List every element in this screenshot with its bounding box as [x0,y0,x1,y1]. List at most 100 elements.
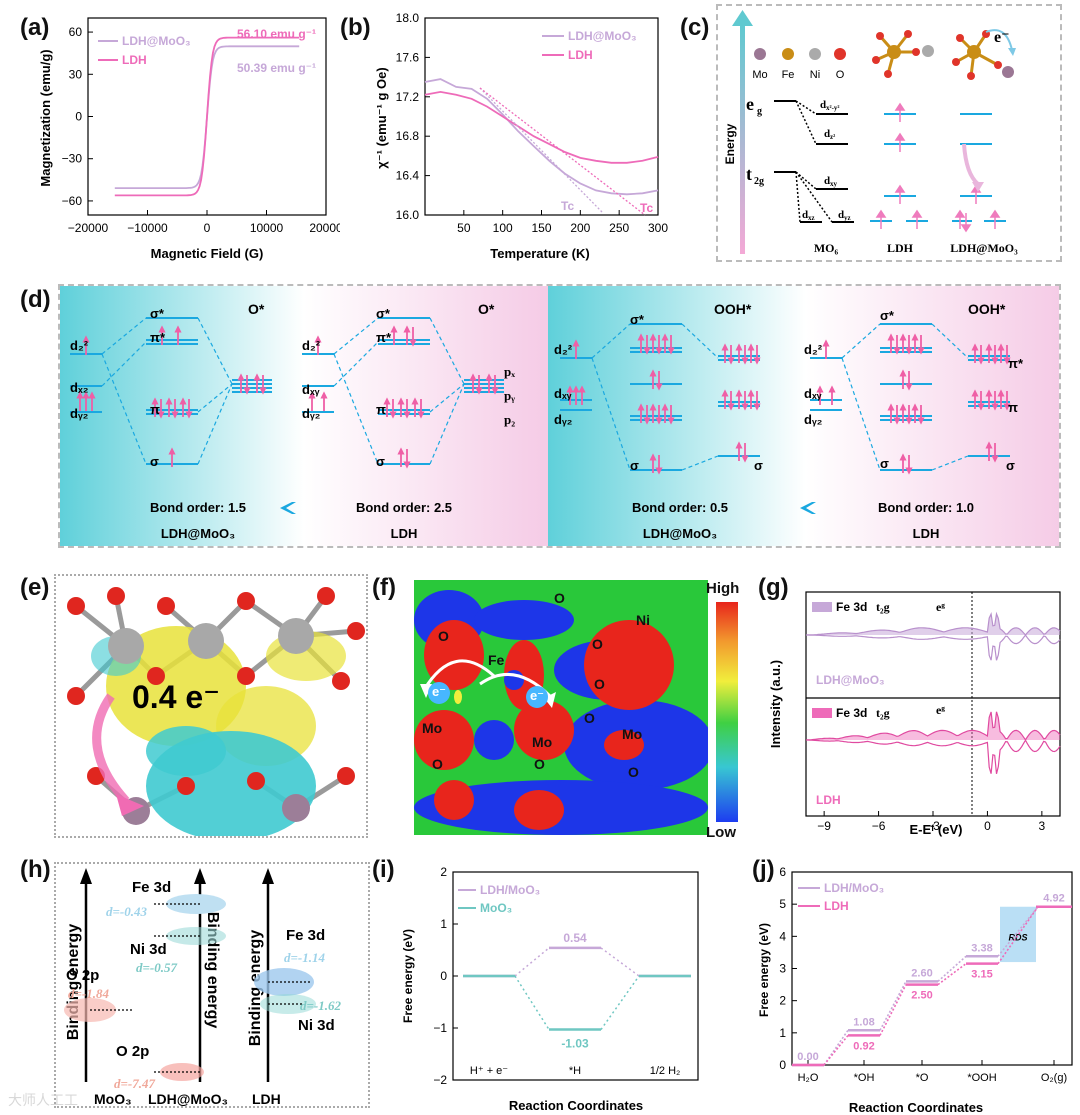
panel-f-contour [414,590,708,835]
panel-d-title-3: OOH* [714,301,752,317]
chart-b-xtick-5: 300 [648,221,668,235]
chart-j-cat-1: *OH [854,1072,875,1084]
chart-g-xlabel: E-Eᶠ (eV) [910,822,963,837]
d2-dyz: dᵧ₂ [302,406,321,421]
d2-py: pᵧ [504,388,515,403]
panel-h-d5: d=-1.14 [284,950,325,965]
chevron-left-icon-2 [800,502,816,514]
panel-c-col-ldh-moo3: LDH@MoO₃ [950,241,1018,255]
chart-i-ytick-4: 2 [440,865,447,879]
chart-j-connector [997,906,1039,965]
panel-label-f: (f) [372,574,396,601]
d2-dxy: dₓᵧ [302,382,320,397]
chart-g-xtick-4: 3 [1039,819,1046,833]
chart-b-fit-ldh-moo3 [479,87,603,213]
d2-pi-star: π* [376,330,392,345]
d1-sigma: σ [150,454,159,469]
f-contour-region [514,700,574,760]
d-connector [101,341,147,387]
d1-dyz: dᵧ₂ [70,406,89,421]
chart-b-frame [424,17,659,216]
panel-h-diagram: Binding energy Binding energy Binding en… [64,868,341,1107]
panel-f-map: e⁻ e⁻ O O Ni O Fe O Mo O Mo Mo O O O [414,580,708,835]
f-contour-region [434,780,474,820]
chart-a: −20000 −10000 0 10000 20000 −60 −30 0 30 60 Magne… [38,17,340,261]
f-atom-o4: O [592,636,603,652]
chart-g-legend-top: Fe 3d [836,600,867,614]
chart-i-connector [514,947,550,977]
panel-c-dz2-sub: z² [830,133,835,141]
chart-j-ytick-5: 5 [779,897,786,911]
d-connector [429,383,465,413]
chart-i-connector [600,947,640,977]
panel-d-diagram: O* O* OOH* OOH* Bond order: 1.5 Bond ord… [70,301,1024,541]
chart-a-xlabel: Magnetic Field (G) [151,246,264,261]
d1-pi: π [150,402,160,417]
f-contour-region [474,720,514,760]
chart-b-ytick-0: 16.0 [396,208,420,222]
panel-label-a: (a) [20,14,50,41]
chart-i-xlabel: Reaction Coordinates [509,1098,643,1113]
chart-g-eg-bot: eᵍ [936,703,945,717]
chart-j-connector [997,906,1039,957]
panel-h-o2p-1: O 2p [66,967,99,984]
panel-d-title-4: OOH* [968,301,1006,317]
panel-label-c: (c) [680,14,710,41]
f-atom-ni: Ni [636,612,650,628]
panel-f-electron-1: e⁻ [428,682,450,704]
panel-d-bo-2: Bond order: 2.5 [356,500,452,515]
chart-a-ytick-1: −30 [62,152,83,166]
panel-d-title-1: O* [248,301,265,317]
chart-a-series-ldh [114,36,300,197]
f-atom-mo3: Mo [622,726,643,742]
panel-label-g: (g) [758,574,789,601]
panel-d-bo-4: Bond order: 1.0 [878,500,974,515]
chart-g-xtick-1: −6 [872,819,886,833]
panel-h-x1: MoO₃ [94,1091,132,1107]
f-atom-o6: O [432,756,443,772]
d-connector [197,317,233,385]
chart-i-ytick-1: −1 [433,1021,447,1035]
panel-c-frame [716,4,1062,262]
d3-dxy: dₓᵧ [554,386,572,401]
d2-pi: π [376,402,386,417]
panel-c-dx2y2-sub: x²-y² [826,104,840,112]
d-connector [197,383,233,413]
panel-c-dxz: d [802,209,808,221]
panel-f-high: High [706,580,740,597]
chart-j-connector [823,1029,849,1066]
chart-j-xlabel: Reaction Coordinates [849,1100,983,1115]
f-atom-mo2: Mo [532,734,553,750]
d4-sigma-r: σ [1006,458,1015,473]
panel-e-charge: 0.4 e⁻ [132,679,220,715]
d2-dz2: d₂² [302,338,321,353]
chart-b-fit-ldh [479,87,646,216]
chart-a-xtick-0: −20000 [68,221,109,235]
panel-c-col-mo6: MO₆ [814,241,839,255]
f-atom-fe: Fe [488,652,505,668]
chart-j-connector [879,984,907,1036]
panel-d-bo-1: Bond order: 1.5 [150,500,246,515]
chart-b-legend-ldh: LDH [568,48,593,62]
chart-j-cat-0: H₂O [798,1072,819,1084]
f-atom-o7: O [534,756,545,772]
chart-g-series-ldh-moo3: LDH@MoO₃ [816,673,885,687]
chart-a-ytick-0: −60 [62,194,83,208]
chart-b-series-ldh-moo3 [424,78,659,196]
chart-j-ytick-3: 3 [779,962,786,976]
d-connector [333,341,379,387]
panel-h-d1: d=-0.43 [106,904,147,919]
chart-b-tc-ldh: Tc [640,201,653,215]
panel-d-title-2: O* [478,301,495,317]
chart-j-datalabel-0-4: 4.92 [1043,893,1064,905]
molecule-ldh-moo3-icon [952,29,1016,80]
chart-i-ytick-3: 1 [440,917,447,931]
panel-h-frame [54,862,370,1108]
d1-sigma-star: σ* [150,306,165,321]
chart-j-rds-label: RDS [1008,932,1027,942]
molecule-ldh-icon [872,30,934,78]
chart-a-annot-ldh-moo3: 50.39 emu g⁻¹ [237,61,316,75]
d3-dyz: dᵧ₂ [554,412,573,427]
d-connector [101,317,147,355]
panel-c-el-o: O [836,69,845,81]
